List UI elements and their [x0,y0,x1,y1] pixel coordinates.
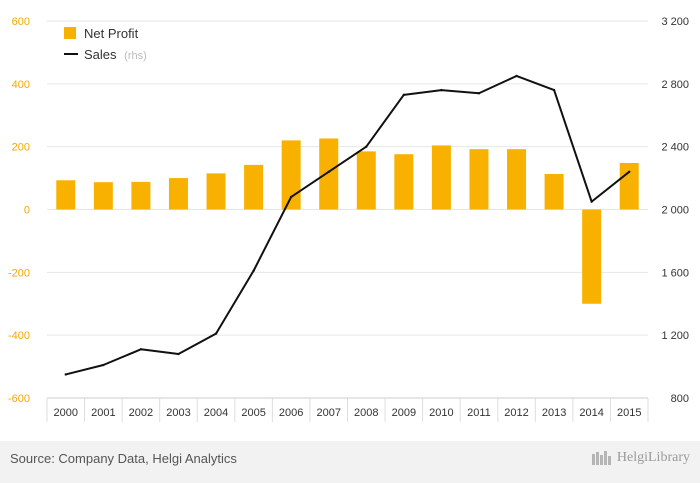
left-y-axis: 600 400 200 0 -200 -400 -600 [8,16,30,405]
sales-point [365,145,368,148]
net-profit-bars [56,138,639,304]
right-tick-label: 2 400 [661,142,689,154]
net-profit-bar [507,149,527,210]
x-tick-label: 2013 [542,407,566,419]
net-profit-bar [131,181,151,210]
sales-point [590,200,593,203]
x-tick-label: 2006 [279,407,303,419]
sales-point [628,170,631,173]
net-profit-bar [168,178,188,210]
sales-point [177,352,180,356]
right-tick-label: 1 600 [661,267,689,279]
net-profit-bar [56,180,76,210]
left-tick-label: -400 [8,330,30,342]
net-profit-bar [582,209,602,304]
left-tick-label: 600 [12,16,30,28]
footer-bar: Source: Company Data, Helgi Analytics He… [0,441,700,483]
net-profit-bar [469,149,489,210]
sales-line-layer [64,74,631,376]
sales-point [327,170,330,173]
legend-net-profit-label: Net Profit [84,26,139,41]
net-profit-bar [619,163,639,210]
sales-line [65,74,630,376]
x-tick-label: 2004 [204,407,228,419]
net-profit-bar [356,151,376,210]
sales-point [289,195,293,199]
right-tick-label: 1 200 [661,330,689,342]
x-tick-label: 2010 [429,407,453,419]
library-icon [591,451,611,465]
legend: Net Profit Sales (rhs) [64,26,147,62]
sales-point [552,88,556,92]
right-y-axis: 3 200 2 800 2 400 2 000 1 600 1 200 800 [661,16,689,405]
sales-point [102,363,105,367]
x-tick-label: 2007 [316,407,340,419]
sales-point [440,88,443,92]
x-tick-label: 2014 [579,407,603,419]
net-profit-bar [93,182,113,210]
net-profit-bar [319,138,339,210]
right-tick-label: 2 800 [661,79,689,91]
net-profit-bar [431,145,451,210]
x-tick-label: 2000 [54,407,78,419]
right-tick-label: 2 000 [661,205,689,217]
legend-bar-swatch [64,27,76,39]
sales-point [515,74,518,78]
x-tick-label: 2008 [354,407,378,419]
left-tick-label: 200 [12,142,30,154]
x-tick-label: 2015 [617,407,641,419]
legend-sales-rhs: (rhs) [124,50,147,62]
x-tick-label: 2002 [129,407,153,419]
x-tick-label: 2012 [504,407,528,419]
sales-point [139,348,143,351]
net-profit-bar [544,173,564,210]
legend-sales-label: Sales [84,47,117,62]
sales-point [214,332,218,335]
sales-point [64,373,67,376]
x-tick-label: 2009 [392,407,416,419]
x-tick-label: 2001 [91,407,115,419]
net-profit-bar [244,164,264,210]
left-tick-label: 400 [12,79,30,91]
left-tick-label: -600 [8,393,30,405]
right-tick-label: 800 [671,393,689,405]
left-tick-label: -200 [8,267,30,279]
right-tick-label: 3 200 [661,16,689,28]
brand-text: HelgiLibrary [616,450,690,466]
left-tick-label: 0 [24,205,30,217]
svg-text:Sales (rhs): Sales (rhs) [84,47,147,62]
net-profit-bar [394,154,414,210]
sales-point [252,269,255,272]
x-tick-label: 2005 [241,407,265,419]
source-text: Source: Company Data, Helgi Analytics [10,451,237,466]
sales-point [402,93,406,97]
brand-logo[interactable]: HelgiLibrary [591,450,690,466]
net-profit-bar [281,140,301,210]
x-tick-label: 2011 [467,407,491,419]
sales-point [477,92,481,95]
x-axis: 2000 2001 2002 2003 2004 2005 2006 2007 2008 2009… [46,397,649,422]
x-tick-label: 2003 [166,407,190,419]
net-profit-bar [206,173,226,210]
